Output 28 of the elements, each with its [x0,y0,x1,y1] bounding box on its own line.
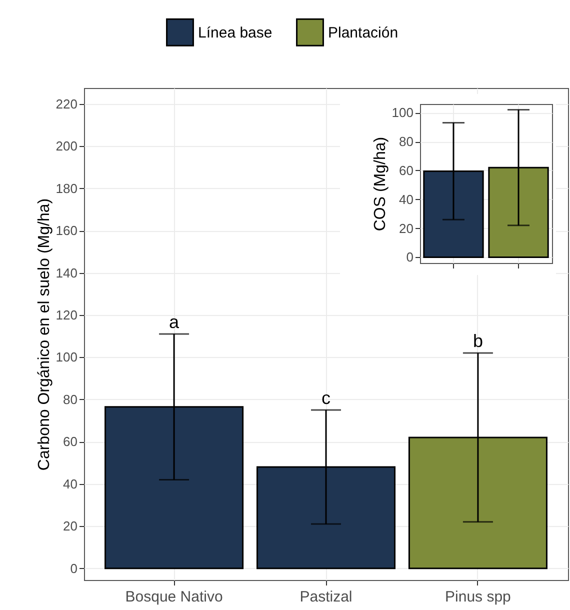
y-axis-title: Carbono Orgánico en el suelo (Mg/ha) [36,198,53,471]
y-tick-label: 100 [392,105,414,120]
y-tick-label: 220 [56,96,78,112]
y-tick-label: 20 [399,220,414,236]
y-tick-label: 120 [56,307,78,322]
x-tick-label: Pinus spp [445,588,511,606]
x-tick-label: Pastizal [300,588,352,606]
legend-label: Línea base [198,24,272,42]
y-tick-label: 60 [63,434,78,450]
y-tick-label: 80 [399,134,414,150]
y-tick-label: 160 [56,223,78,238]
y-tick-label: 0 [406,250,414,265]
annotation: a [169,312,180,332]
legend-label: Plantación [328,24,398,42]
y-tick-label: 100 [56,350,78,365]
annotation: c [322,388,330,408]
y-axis-title: COS (Mg/ha) [372,136,389,232]
y-tick-label: 0 [70,560,78,576]
y-tick-label: 20 [63,518,78,534]
y-tick-label: 140 [56,265,78,280]
y-tick-label: 60 [399,162,414,178]
annotation: b [472,331,483,352]
y-tick-label: 180 [56,180,78,196]
y-tick-label: 40 [63,476,78,492]
y-tick-label: 80 [63,392,78,407]
y-tick-label: 40 [399,192,414,207]
y-tick-label: 200 [56,138,78,154]
x-tick-label: Bosque Nativo [125,588,223,606]
